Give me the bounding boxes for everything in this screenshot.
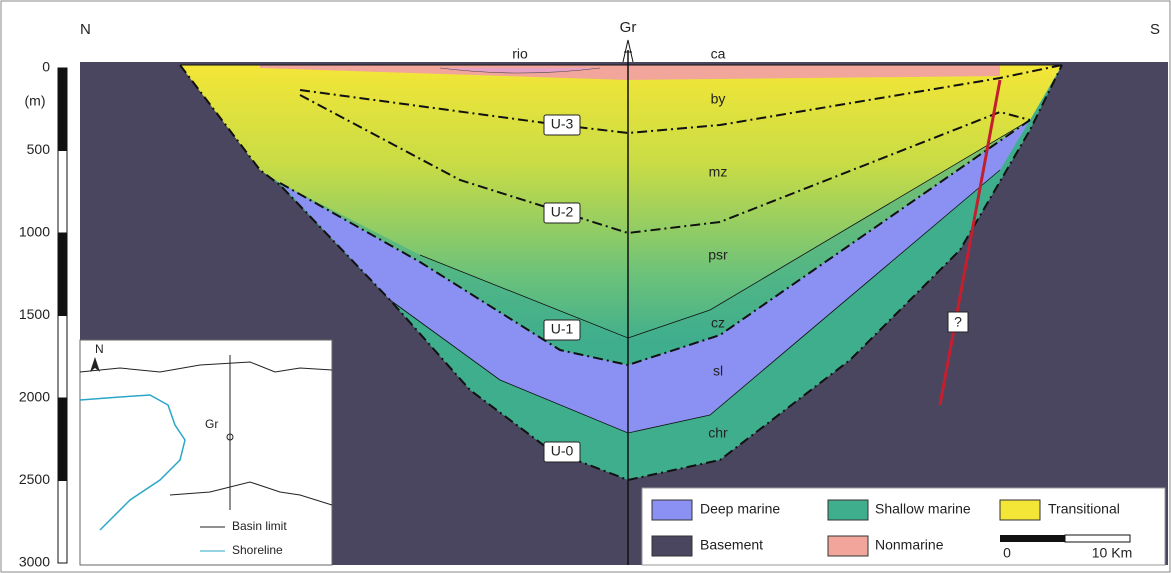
depth-label: 1000 <box>19 224 50 240</box>
swatch <box>652 536 692 556</box>
inset-well: Gr <box>205 417 218 431</box>
unconformity-label: U-3 <box>551 116 574 132</box>
legend-frame <box>642 488 1165 565</box>
unconformity-label: U-0 <box>551 443 574 459</box>
south: S <box>1150 21 1160 38</box>
legend-label: Transitional <box>1048 501 1120 517</box>
depth-label: 3000 <box>19 554 50 570</box>
depth-label: 0 <box>42 59 50 75</box>
depth-bar-segment <box>58 233 67 316</box>
depth-bar-segment <box>58 151 67 234</box>
legend-label: Shallow marine <box>875 501 971 517</box>
legend-label: Deep marine <box>700 501 780 517</box>
formation: chr <box>708 425 728 441</box>
scale-bar <box>1065 535 1130 542</box>
formation: rio <box>512 46 528 62</box>
well-label: Gr <box>620 19 637 36</box>
inset-frame <box>80 340 332 565</box>
unconformity-label: U-1 <box>551 321 574 337</box>
depth-bar-segment <box>58 316 67 399</box>
inset-legend: Basin limit <box>232 519 287 533</box>
legend-label: Basement <box>700 537 763 553</box>
depth-label: 1500 <box>19 306 50 322</box>
inset-map: N Gr Basin limit Shoreline <box>80 340 332 565</box>
formation: psr <box>708 247 728 263</box>
north: N <box>80 21 91 38</box>
unconformity-label: U-2 <box>551 204 574 220</box>
depth-bar-segment <box>58 398 67 481</box>
scale-bar <box>1000 535 1065 542</box>
swatch <box>652 500 692 520</box>
swatch <box>828 500 868 520</box>
formation: mz <box>709 164 728 180</box>
scale-label: 0 <box>1003 545 1011 561</box>
scale-label: 10 Km <box>1092 545 1132 561</box>
inset-north: N <box>95 342 104 356</box>
depth-label: 2000 <box>19 389 50 405</box>
depth-label: 500 <box>27 141 51 157</box>
cross-section: ? N S Gr rio ca by mz psr cz sl chr U-3 U… <box>0 0 1171 573</box>
fault-label: ? <box>954 314 962 330</box>
formation: cz <box>711 315 725 331</box>
swatch <box>828 536 868 556</box>
legend: Deep marine Shallow marine Transitional … <box>642 488 1165 565</box>
depth-bar-segment <box>58 68 67 151</box>
depth-bar-segment <box>58 481 67 564</box>
formation: ca <box>711 46 726 62</box>
formation: sl <box>713 363 723 379</box>
legend-label: Nonmarine <box>875 537 944 553</box>
inset-legend: Shoreline <box>232 543 283 557</box>
swatch <box>1000 500 1040 520</box>
depth-unit: (m) <box>25 93 46 109</box>
depth-label: 2500 <box>19 471 50 487</box>
formation: by <box>711 91 726 107</box>
